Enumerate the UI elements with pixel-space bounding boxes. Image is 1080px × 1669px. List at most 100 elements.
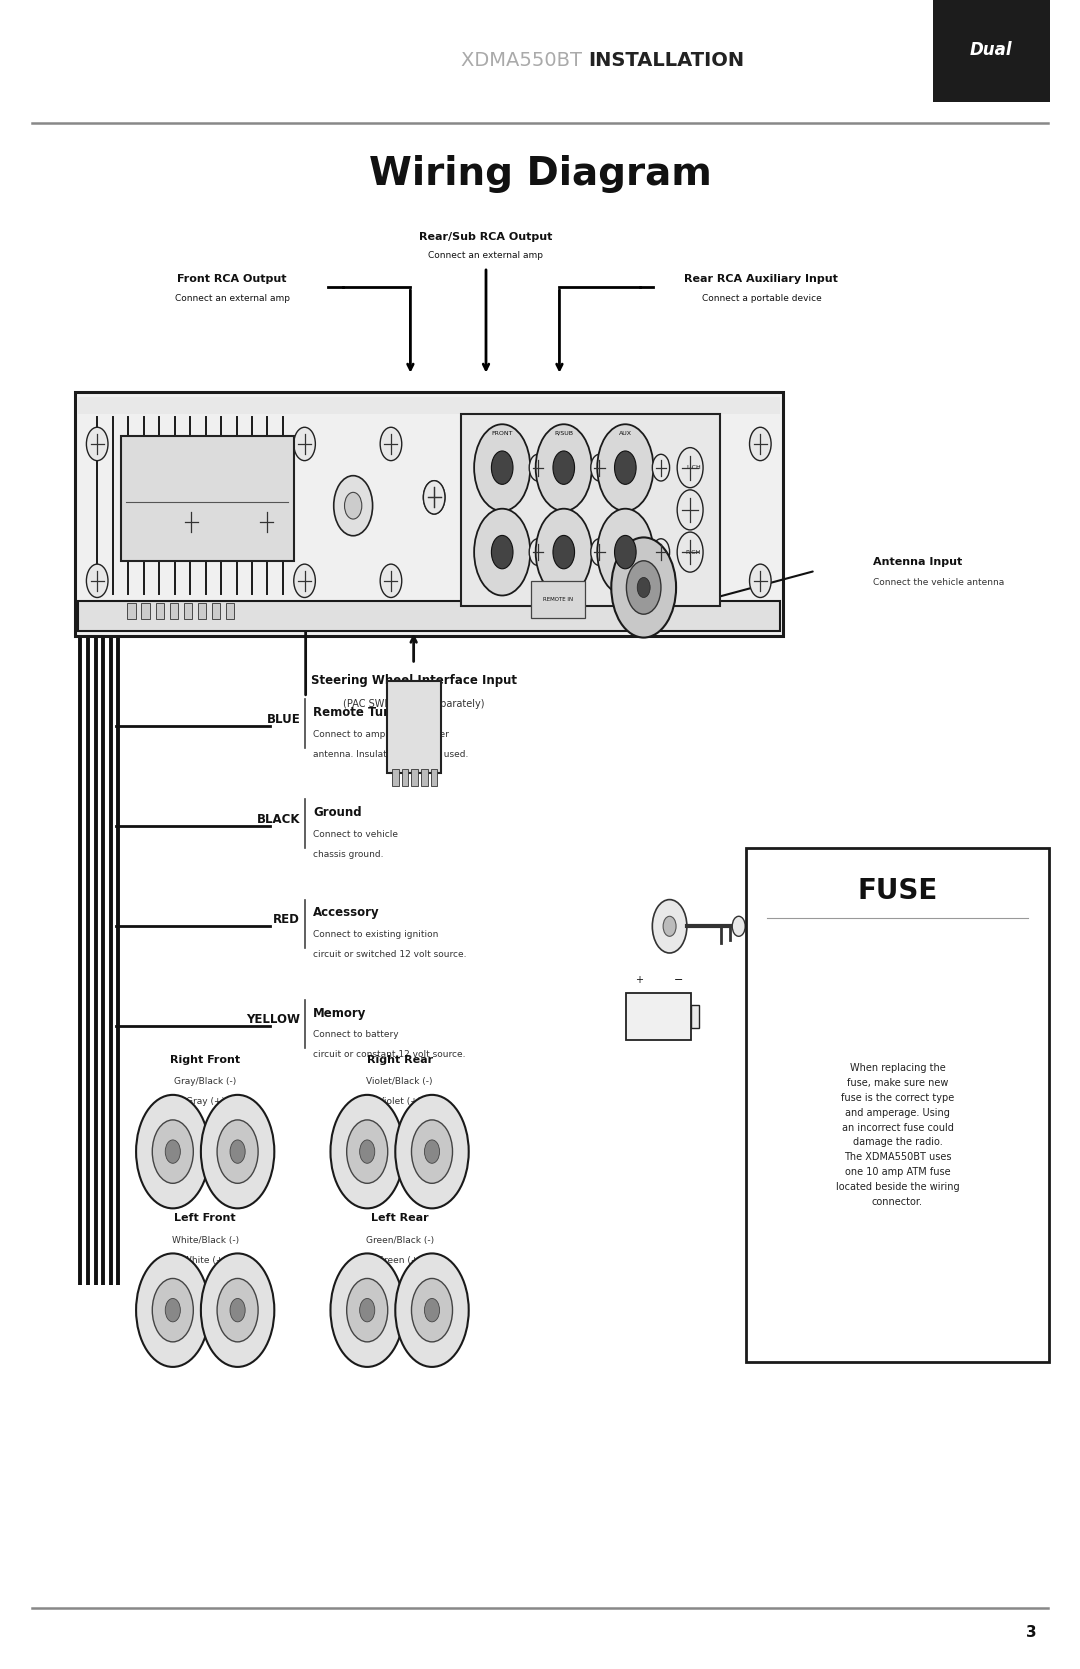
Circle shape xyxy=(360,1140,375,1163)
Circle shape xyxy=(165,1140,180,1163)
Text: circuit or switched 12 volt source.: circuit or switched 12 volt source. xyxy=(313,950,467,960)
Text: Front RCA Output: Front RCA Output xyxy=(177,274,287,284)
Text: FRONT: FRONT xyxy=(491,431,513,436)
Text: R-CH: R-CH xyxy=(686,549,701,554)
FancyBboxPatch shape xyxy=(626,993,691,1040)
Text: +: + xyxy=(635,975,644,985)
Text: −: − xyxy=(674,975,683,985)
FancyBboxPatch shape xyxy=(461,414,720,606)
Text: (PAC SWI-PS sold separately): (PAC SWI-PS sold separately) xyxy=(342,699,485,709)
Circle shape xyxy=(180,506,202,539)
Circle shape xyxy=(626,561,661,614)
Circle shape xyxy=(411,1278,453,1342)
Text: circuit or constant 12 volt source.: circuit or constant 12 volt source. xyxy=(313,1050,465,1060)
Circle shape xyxy=(423,481,445,514)
Text: Connect to amplifier or power: Connect to amplifier or power xyxy=(313,729,449,739)
Circle shape xyxy=(230,1298,245,1322)
Text: When replacing the
fuse, make sure new
fuse is the correct type
and amperage. Us: When replacing the fuse, make sure new f… xyxy=(836,1063,959,1207)
Circle shape xyxy=(360,1298,375,1322)
Text: FUSE: FUSE xyxy=(858,878,937,905)
FancyBboxPatch shape xyxy=(156,603,164,619)
FancyBboxPatch shape xyxy=(392,769,399,786)
Circle shape xyxy=(597,509,653,596)
Circle shape xyxy=(334,476,373,536)
Circle shape xyxy=(677,491,703,531)
Circle shape xyxy=(677,532,703,572)
Text: Rear/Sub RCA Output: Rear/Sub RCA Output xyxy=(419,232,553,242)
Text: Green (+): Green (+) xyxy=(377,1255,422,1265)
Text: Gray/Black (-): Gray/Black (-) xyxy=(174,1077,237,1087)
FancyBboxPatch shape xyxy=(691,1005,699,1028)
FancyBboxPatch shape xyxy=(198,603,206,619)
Text: Connect the vehicle antenna: Connect the vehicle antenna xyxy=(873,577,1004,587)
Text: RED: RED xyxy=(273,913,300,926)
Circle shape xyxy=(345,492,362,519)
Text: Wiring Diagram: Wiring Diagram xyxy=(368,155,712,192)
Circle shape xyxy=(750,427,771,461)
Circle shape xyxy=(201,1095,274,1208)
Text: Connect an external amp: Connect an external amp xyxy=(429,250,543,260)
Circle shape xyxy=(652,454,670,481)
Text: Memory: Memory xyxy=(313,1006,366,1020)
Text: Accessory: Accessory xyxy=(313,906,380,920)
Text: YELLOW: YELLOW xyxy=(246,1013,300,1026)
Circle shape xyxy=(380,427,402,461)
FancyBboxPatch shape xyxy=(184,603,192,619)
Circle shape xyxy=(152,1278,193,1342)
Circle shape xyxy=(637,577,650,598)
Circle shape xyxy=(347,1120,388,1183)
Text: Connect a portable device: Connect a portable device xyxy=(702,294,821,304)
Text: AUX: AUX xyxy=(619,431,632,436)
Text: Right Rear: Right Rear xyxy=(366,1055,433,1065)
Text: Violet (+): Violet (+) xyxy=(378,1097,421,1107)
Circle shape xyxy=(380,564,402,598)
Text: Left Front: Left Front xyxy=(174,1213,237,1223)
Text: Connect to existing ignition: Connect to existing ignition xyxy=(313,930,438,940)
Text: Rear RCA Auxiliary Input: Rear RCA Auxiliary Input xyxy=(685,274,838,284)
Circle shape xyxy=(529,539,546,566)
FancyBboxPatch shape xyxy=(421,769,428,786)
Circle shape xyxy=(611,537,676,638)
FancyBboxPatch shape xyxy=(78,601,780,631)
Circle shape xyxy=(86,427,108,461)
Text: Antenna Input: Antenna Input xyxy=(873,557,962,567)
FancyBboxPatch shape xyxy=(411,769,418,786)
Circle shape xyxy=(347,1278,388,1342)
Text: Gray (+): Gray (+) xyxy=(186,1097,225,1107)
FancyBboxPatch shape xyxy=(933,0,1050,102)
Text: Ground: Ground xyxy=(313,806,362,819)
Circle shape xyxy=(136,1095,210,1208)
Text: Green/Black (-): Green/Black (-) xyxy=(365,1235,434,1245)
Text: Connect to vehicle: Connect to vehicle xyxy=(313,829,399,840)
Circle shape xyxy=(536,509,592,596)
FancyBboxPatch shape xyxy=(78,397,780,414)
Circle shape xyxy=(330,1095,404,1208)
FancyBboxPatch shape xyxy=(387,681,441,773)
Circle shape xyxy=(230,1140,245,1163)
Circle shape xyxy=(677,447,703,487)
Text: Connect to battery: Connect to battery xyxy=(313,1030,399,1040)
Circle shape xyxy=(294,427,315,461)
Text: Connect an external amp: Connect an external amp xyxy=(175,294,289,304)
Text: 3: 3 xyxy=(1026,1626,1037,1639)
Text: Right Front: Right Front xyxy=(171,1055,240,1065)
Text: XDMA550BT: XDMA550BT xyxy=(461,50,589,70)
Circle shape xyxy=(136,1253,210,1367)
Circle shape xyxy=(411,1120,453,1183)
Circle shape xyxy=(217,1278,258,1342)
Text: R/SUB: R/SUB xyxy=(554,431,573,436)
Circle shape xyxy=(423,481,445,514)
FancyBboxPatch shape xyxy=(226,603,234,619)
FancyBboxPatch shape xyxy=(431,769,437,786)
FancyBboxPatch shape xyxy=(170,603,178,619)
Circle shape xyxy=(165,1298,180,1322)
Circle shape xyxy=(294,564,315,598)
Text: White (+): White (+) xyxy=(184,1255,227,1265)
Text: REMOTE IN: REMOTE IN xyxy=(543,598,573,601)
Text: Steering Wheel Interface Input: Steering Wheel Interface Input xyxy=(311,674,516,688)
Circle shape xyxy=(553,451,575,484)
Circle shape xyxy=(395,1095,469,1208)
Circle shape xyxy=(256,506,278,539)
Circle shape xyxy=(615,451,636,484)
Text: Left Rear: Left Rear xyxy=(370,1213,429,1223)
